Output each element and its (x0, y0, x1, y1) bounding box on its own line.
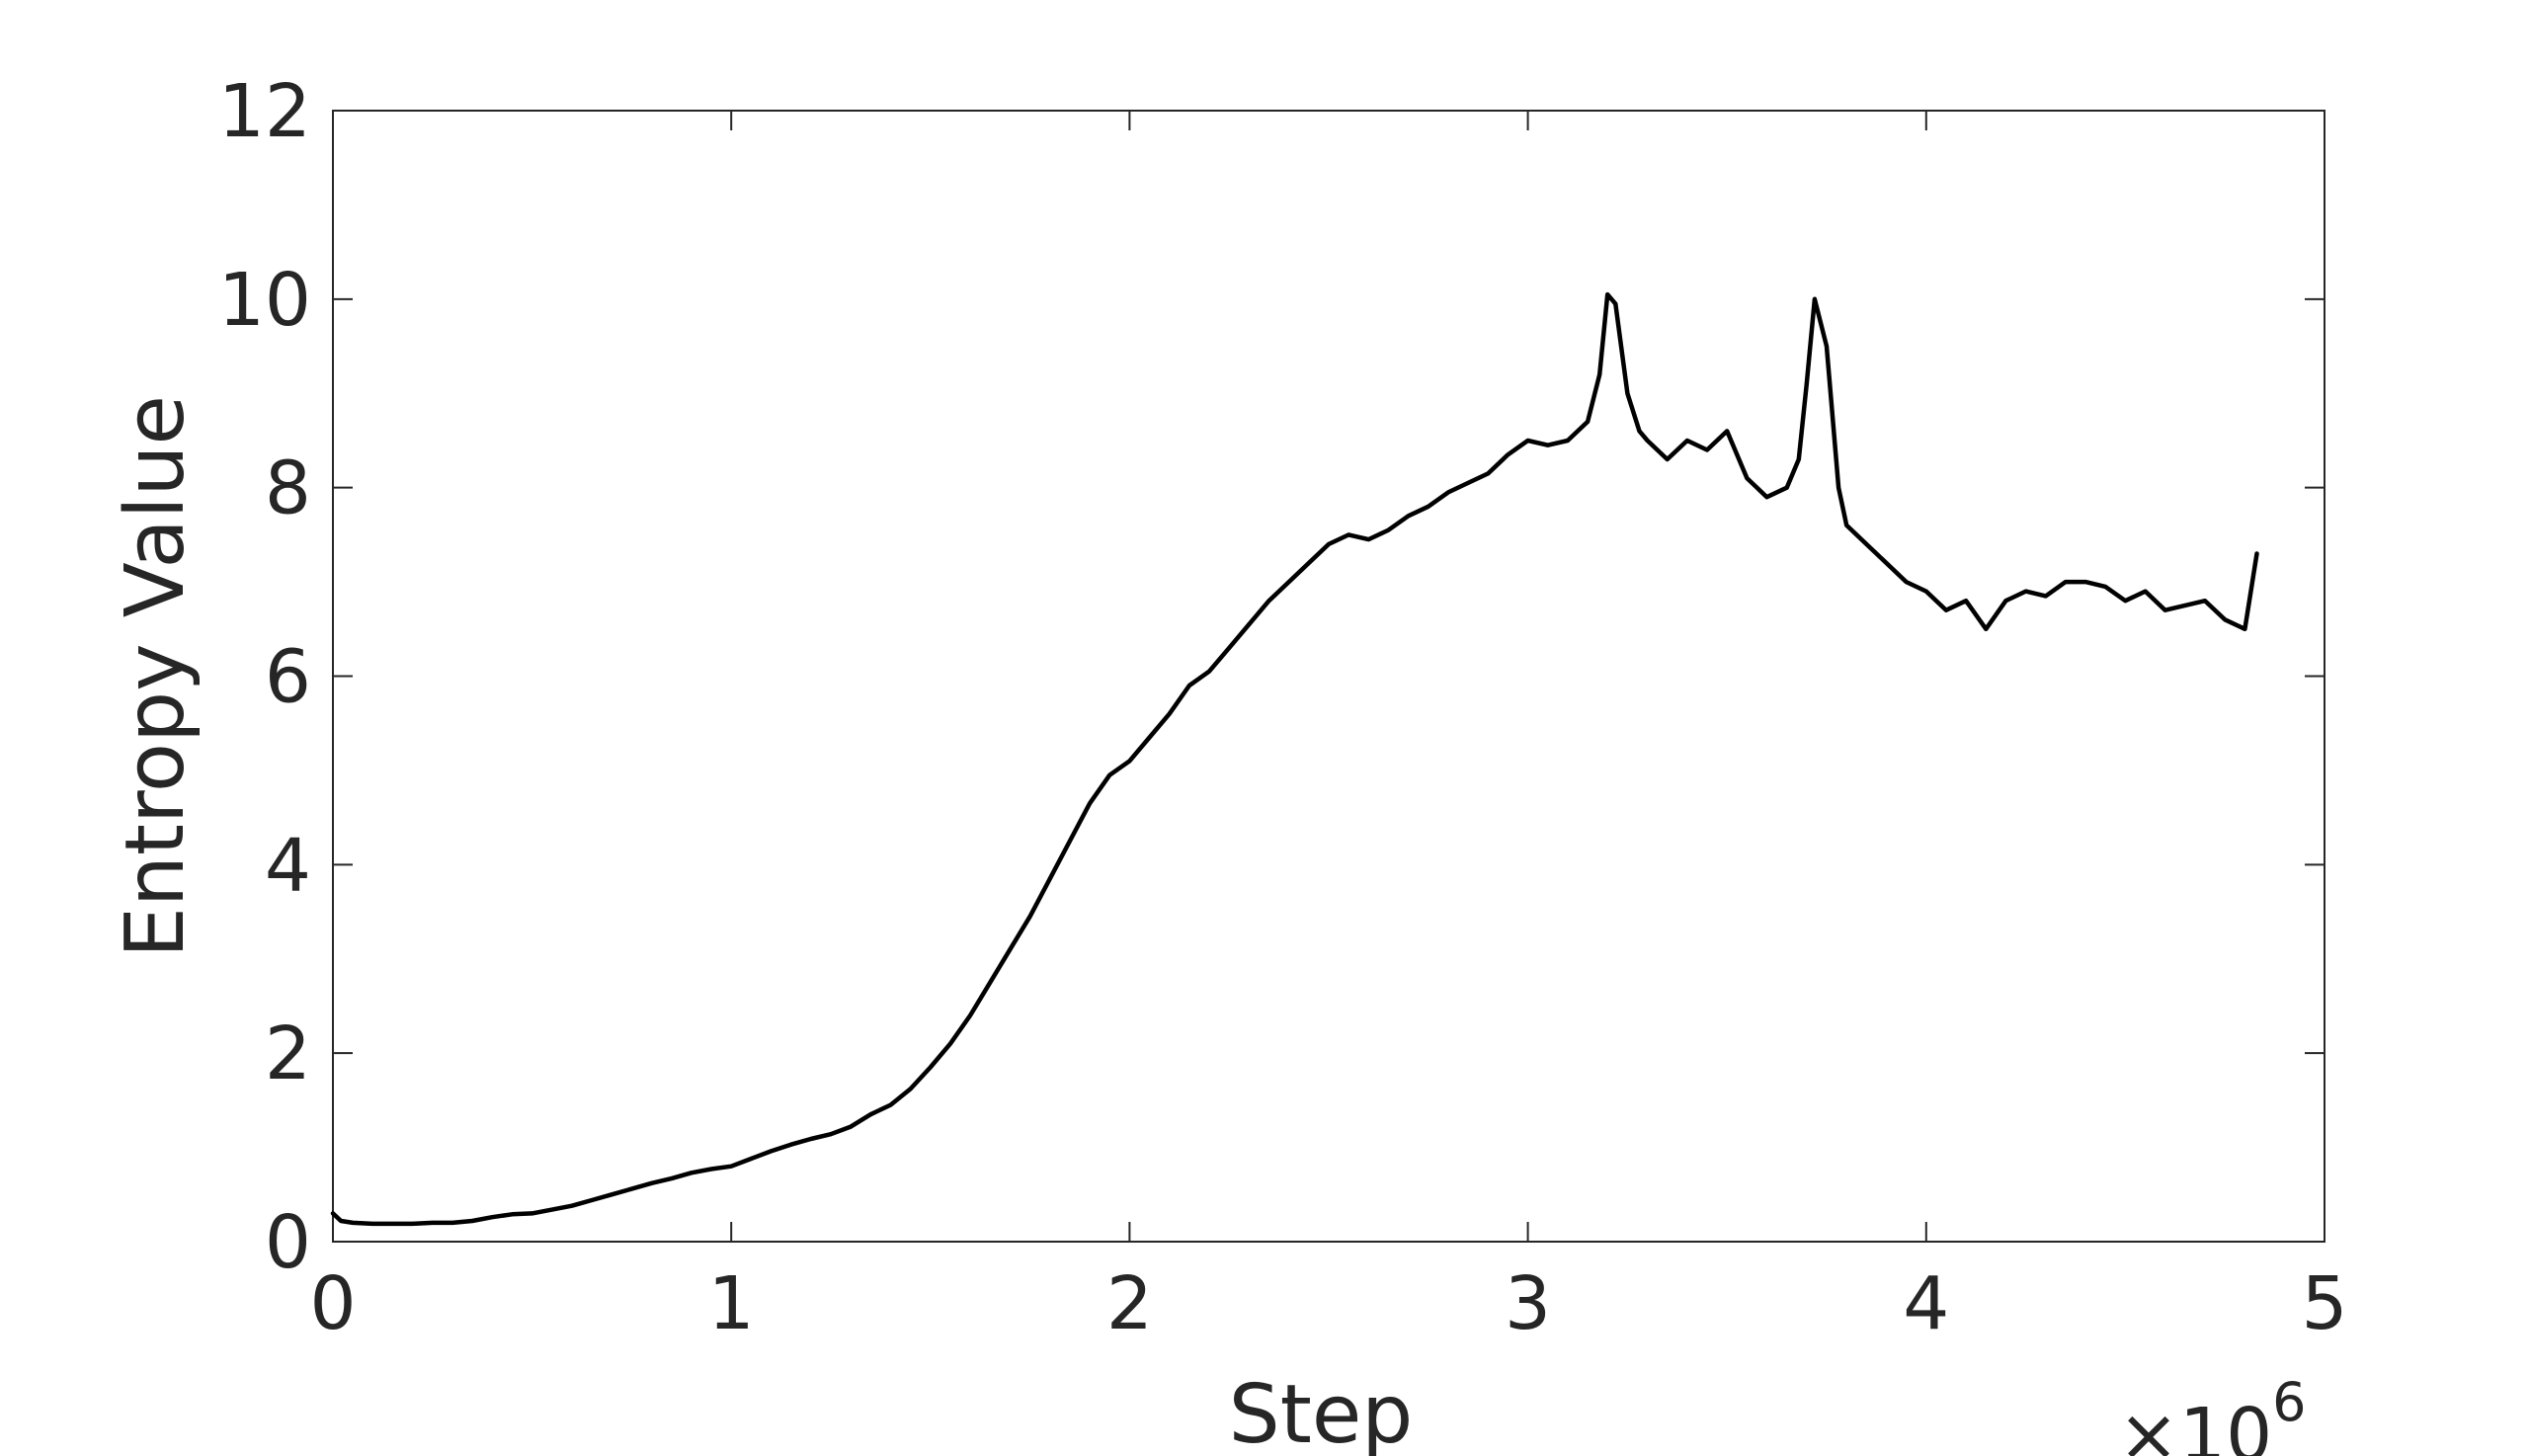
x-axis-multiplier-base: ×10 (2118, 1393, 2272, 1456)
y-tick-label: 10 (218, 258, 311, 343)
series-layer (330, 291, 2259, 1227)
x-tick-label: 4 (1903, 1261, 1949, 1346)
x-tick-label: 0 (309, 1261, 356, 1346)
y-tick-label: 8 (265, 446, 311, 531)
plot-frame (332, 110, 2325, 1243)
x-axis-title: Step (1229, 1368, 1414, 1456)
x-axis-multiplier: ×106 (2118, 1371, 2307, 1456)
x-tick-label: 3 (1505, 1261, 1551, 1346)
x-tick-label: 1 (708, 1261, 755, 1346)
y-tick-label: 6 (265, 635, 311, 720)
x-tick-label: 5 (2301, 1261, 2347, 1346)
y-tick-label: 4 (265, 823, 311, 908)
y-axis-title: Entropy Value (109, 395, 203, 958)
y-tick-label: 12 (218, 69, 311, 154)
y-tick-label: 0 (265, 1200, 311, 1285)
x-tick-label: 2 (1106, 1261, 1153, 1346)
entropy-series-line (330, 291, 2259, 1227)
x-axis-multiplier-exponent: 6 (2272, 1371, 2306, 1433)
y-tick-label: 2 (265, 1011, 311, 1096)
